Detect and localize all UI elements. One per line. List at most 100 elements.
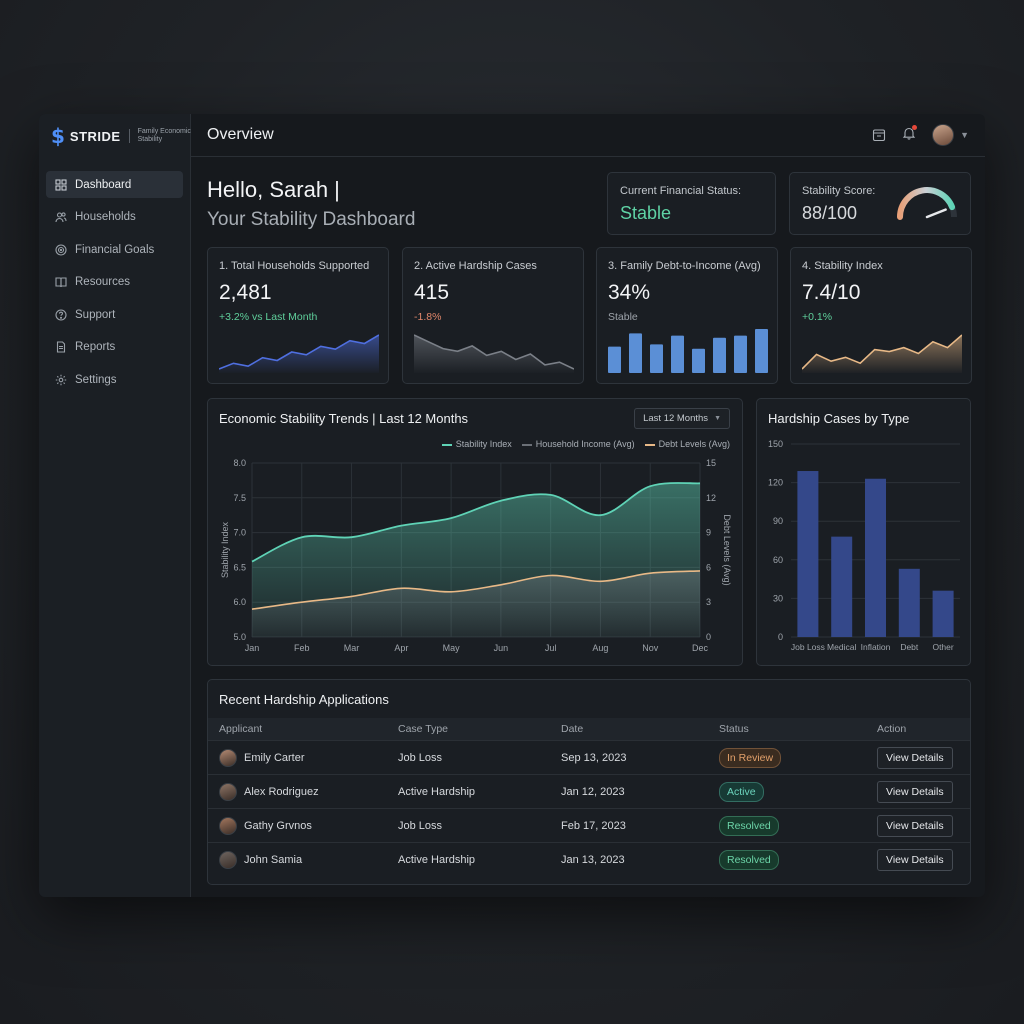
- y2-axis-label: Debt Levels (Avg): [722, 514, 732, 585]
- sidebar-item-label: Households: [75, 211, 136, 223]
- y-tick-label: 60: [773, 555, 783, 565]
- y2-tick-label: 0: [706, 632, 711, 642]
- sidebar-item-reports[interactable]: Reports: [46, 334, 183, 361]
- y-tick-label: 6.0: [233, 597, 246, 607]
- sidebar-item-support[interactable]: Support: [46, 301, 183, 328]
- mini-bar: [734, 335, 747, 373]
- sidebar-item-label: Financial Goals: [75, 243, 155, 256]
- sidebar-item-dashboard[interactable]: Dashboard: [46, 171, 183, 198]
- sidebar-item-resources[interactable]: Resources: [46, 269, 183, 296]
- table-row[interactable]: Alex Rodriguez Active Hardship Jan 12, 2…: [208, 774, 970, 808]
- sparkline-line: [802, 334, 962, 370]
- case-type: Job Loss: [398, 751, 443, 764]
- financial-status-card: Current Financial Status: Stable: [607, 172, 776, 235]
- status-badge: Resolved: [719, 815, 779, 836]
- y-tick-label: 150: [768, 439, 783, 449]
- mini-bar: [608, 346, 621, 373]
- chevron-down-icon[interactable]: ▼: [960, 130, 969, 140]
- y2-tick-label: 12: [706, 493, 716, 503]
- mini-bar: [713, 337, 726, 373]
- y-axis-label: Stability Index: [220, 521, 230, 578]
- hardship-title: Hardship Cases by Type: [768, 411, 910, 426]
- kpi-title: 2. Active Hardship Cases: [414, 260, 537, 272]
- sidebar-item-label: Resources: [75, 276, 130, 288]
- y2-tick-label: 15: [706, 458, 716, 468]
- application-date: Jan 12, 2023: [561, 785, 625, 798]
- document-icon: [56, 341, 66, 353]
- gear-icon: [55, 374, 67, 385]
- page-title: Overview: [207, 126, 274, 143]
- kpi-card-stability-index: 4. Stability Index 7.4/10 +0.1%: [790, 247, 972, 384]
- action-cell: View Details: [877, 741, 953, 774]
- table-row[interactable]: Gathy Grvnos Job Loss Feb 17, 2023 Resol…: [208, 808, 970, 842]
- sidebar-item-financial-goals[interactable]: Financial Goals: [46, 236, 183, 263]
- x-tick-label: Inflation: [861, 642, 891, 652]
- dollar-logo-icon: $: [51, 124, 65, 148]
- column-header[interactable]: Date: [561, 723, 584, 735]
- financial-status-label: Current Financial Status:: [620, 185, 742, 197]
- kpi-title: 3. Family Debt-to-Income (Avg): [608, 260, 761, 272]
- view-details-button[interactable]: View Details: [877, 780, 953, 803]
- column-header[interactable]: Case Type: [398, 723, 449, 735]
- table-row[interactable]: John Samia Active Hardship Jan 13, 2023 …: [208, 842, 970, 876]
- sidebar-item-settings[interactable]: Settings: [46, 366, 183, 393]
- brand-tagline: Family Economic Stability: [137, 128, 191, 143]
- range-dropdown[interactable]: Last 12 Months ▼: [634, 408, 730, 429]
- application-date: Sep 13, 2023: [561, 751, 627, 764]
- chevron-down-icon: ▼: [714, 415, 721, 422]
- user-avatar[interactable]: [932, 124, 955, 146]
- brand[interactable]: $ STRIDE Family Economic Stability: [51, 124, 200, 148]
- status-badge: Active: [719, 781, 764, 802]
- case-type: Job Loss: [398, 819, 443, 832]
- bar: [898, 568, 920, 637]
- stability-score-card: Stability Score: 88/100: [789, 172, 971, 235]
- applicant-avatar: [219, 748, 237, 767]
- applicant-name: Alex Rodriguez: [244, 785, 319, 798]
- hardship-bar-chart: 150 120 90 60 30 0 Job Loss Medical Inflation Deb…: [768, 439, 960, 652]
- book-icon: [55, 277, 67, 288]
- x-tick-label: Jun: [494, 643, 509, 653]
- y2-tick-label: 6: [706, 562, 711, 572]
- hardship-by-type-panel: Hardship Cases by Type 150 120 90 60 30 0 Job …: [756, 398, 971, 666]
- view-details-button[interactable]: View Details: [877, 746, 953, 769]
- table-row[interactable]: Emily Carter Job Loss Sep 13, 2023 In Re…: [208, 740, 970, 774]
- calendar-icon[interactable]: [872, 128, 886, 142]
- x-tick-label: Other: [932, 642, 953, 652]
- app-window: $ STRIDE Family Economic Stability Dashb…: [39, 114, 985, 897]
- sparkline-line: [219, 334, 379, 370]
- column-header[interactable]: Applicant: [219, 723, 263, 735]
- kpi-value: 415: [414, 281, 450, 304]
- income-area: [252, 570, 700, 637]
- sidebar-item-households[interactable]: Households: [46, 204, 183, 231]
- action-cell: View Details: [877, 775, 953, 808]
- applicant-cell: John Samia: [219, 843, 302, 876]
- x-tick-label: Jan: [245, 643, 260, 653]
- mini-bar: [755, 329, 768, 373]
- applicant-cell: Gathy Grvnos: [219, 809, 312, 842]
- status-badge: In Review: [719, 747, 782, 768]
- applicant-cell: Alex Rodriguez: [219, 775, 319, 808]
- case-type: Active Hardship: [398, 853, 476, 866]
- y2-tick-label: 9: [706, 528, 711, 538]
- top-actions: ▼: [872, 124, 969, 146]
- y-tick-label: 0: [778, 632, 783, 642]
- kpi-title: 4. Stability Index: [802, 260, 883, 272]
- column-header[interactable]: Action: [877, 723, 907, 735]
- view-details-button[interactable]: View Details: [877, 848, 953, 871]
- applications-title: Recent Hardship Applications: [219, 692, 389, 707]
- application-date: Feb 17, 2023: [561, 819, 626, 832]
- legend-item-debt: Debt Levels (Avg): [644, 439, 730, 449]
- legend-item-income: Household Income (Avg): [521, 439, 635, 449]
- sparkline: [802, 334, 962, 373]
- y2-tick-label: 3: [706, 597, 711, 607]
- greeting: Hello, Sarah | Your Stability Dashboard: [207, 177, 415, 231]
- sidebar-item-label: Dashboard: [75, 178, 132, 191]
- applicant-cell: Emily Carter: [219, 741, 305, 774]
- notifications-button[interactable]: [902, 124, 918, 145]
- applicant-avatar: [219, 782, 237, 801]
- kpi-delta: Stable: [608, 311, 638, 323]
- help-icon: [55, 308, 67, 321]
- view-details-button[interactable]: View Details: [877, 814, 953, 837]
- column-header[interactable]: Status: [719, 723, 749, 735]
- users-icon: [55, 212, 67, 223]
